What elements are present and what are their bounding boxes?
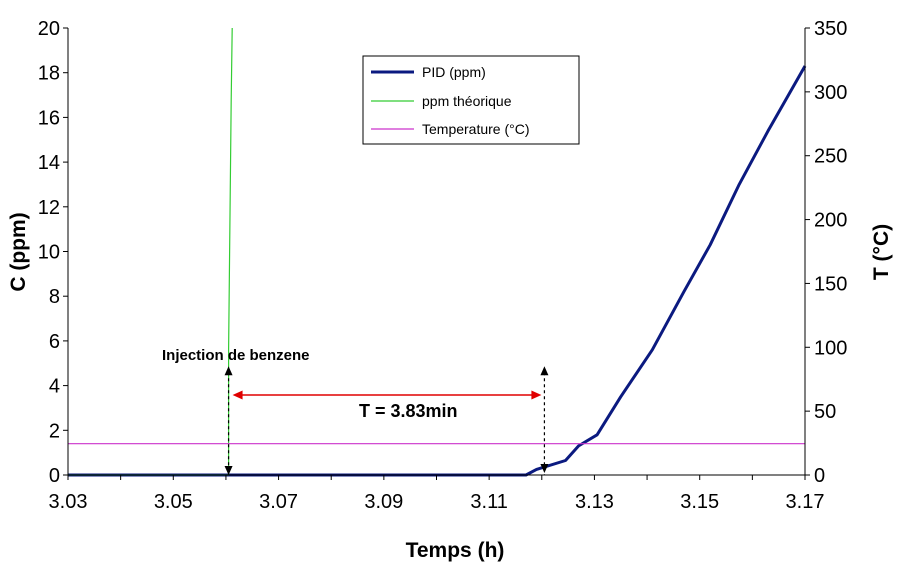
y-tick-label: 0	[49, 465, 60, 487]
y-tick-label: 12	[38, 197, 60, 219]
legend: PID (ppm) ppm théorique Temperature (°C)	[362, 55, 580, 145]
y-tick-label: 10	[38, 242, 60, 264]
injection-label: Injection de benzene	[162, 347, 310, 364]
y-tick-label: 6	[49, 331, 60, 353]
axes: 024681012141618200501001502002503003503.…	[38, 18, 848, 513]
delay-span-arrow-right	[531, 390, 542, 400]
y2-tick-label: 0	[814, 465, 825, 487]
delay-label: T = 3.83min	[359, 401, 458, 421]
detection-marker-arrow-bottom	[540, 464, 549, 473]
y-axis-title: C (ppm)	[7, 212, 30, 291]
y2-axis-title: T (°C)	[870, 224, 893, 280]
series-line-pid	[68, 65, 807, 477]
x-axis-title: Temps (h)	[406, 539, 505, 562]
annotations	[224, 366, 549, 475]
injection-marker-arrow-top	[224, 366, 233, 376]
x-tick-label: 3.15	[680, 491, 719, 513]
y-tick-label: 8	[49, 286, 60, 308]
x-tick-label: 3.13	[575, 491, 614, 513]
y-tick-label: 20	[38, 18, 60, 40]
x-tick-label: 3.05	[154, 491, 193, 513]
y2-tick-label: 350	[814, 18, 847, 40]
x-tick-label: 3.11	[470, 491, 507, 513]
series-line-theorique	[68, 27, 233, 476]
y2-tick-label: 250	[814, 146, 847, 168]
x-tick-label: 3.07	[259, 491, 298, 513]
legend-label-temperature: Temperature (°C)	[422, 121, 530, 137]
y2-tick-label: 200	[814, 210, 847, 232]
injection-marker-arrow-bottom	[224, 466, 233, 475]
y-tick-label: 2	[49, 420, 60, 442]
y2-tick-label: 150	[814, 273, 847, 295]
y-tick-label: 14	[38, 152, 60, 174]
detection-marker-arrow-top	[540, 366, 549, 376]
x-tick-label: 3.03	[49, 491, 88, 513]
y-tick-label: 18	[38, 63, 60, 85]
y2-tick-label: 100	[814, 337, 847, 359]
delay-span-arrow-left	[232, 390, 243, 400]
x-tick-label: 3.09	[364, 491, 403, 513]
y2-tick-label: 50	[814, 401, 836, 423]
y2-tick-label: 300	[814, 82, 847, 104]
y-tick-label: 4	[49, 376, 60, 398]
legend-label-theorique: ppm théorique	[422, 93, 512, 109]
y-tick-label: 16	[38, 107, 60, 129]
x-tick-label: 3.17	[786, 491, 825, 513]
legend-label-pid: PID (ppm)	[422, 64, 486, 80]
